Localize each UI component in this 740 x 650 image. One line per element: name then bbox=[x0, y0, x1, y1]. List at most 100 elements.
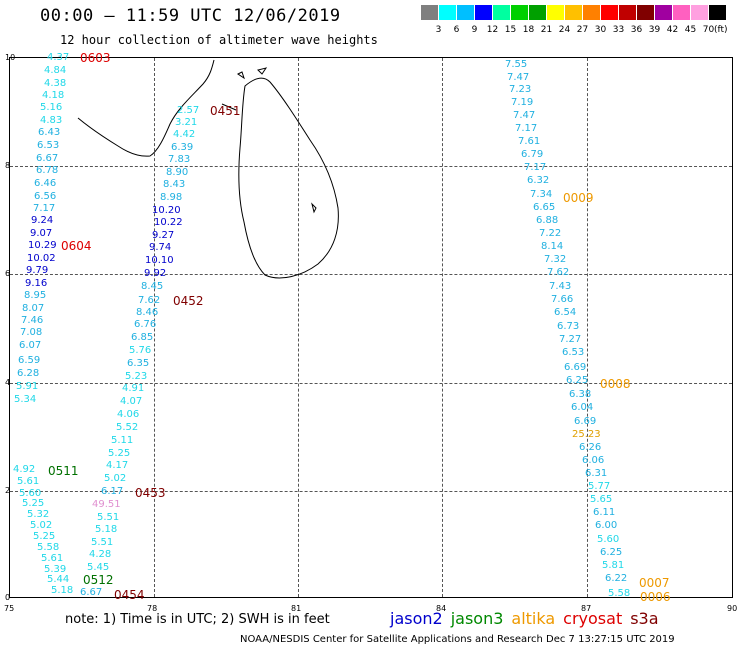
swh-value: 6.69 bbox=[574, 416, 597, 427]
swh-value: 5.18 bbox=[51, 585, 74, 596]
swh-value: 7.17 bbox=[33, 203, 56, 214]
swh-value: 6.38 bbox=[569, 389, 592, 400]
pass-time-label: 0452 bbox=[173, 294, 204, 308]
swh-value: 5.65 bbox=[590, 494, 613, 505]
swh-value: 6.59 bbox=[18, 355, 41, 366]
swh-value: 5.25 bbox=[22, 498, 45, 509]
swh-value: 6.53 bbox=[562, 347, 585, 358]
swh-value: 6.32 bbox=[527, 175, 550, 186]
swh-value: 5.51 bbox=[97, 512, 120, 523]
legend-entry-jason3: jason3 bbox=[450, 609, 504, 628]
swh-value: 4.42 bbox=[173, 129, 196, 140]
swh-value: 5.77 bbox=[588, 481, 611, 492]
swh-value: 10.22 bbox=[154, 217, 183, 228]
swh-value: 6.56 bbox=[34, 191, 57, 202]
y-tick-10: 10 bbox=[5, 53, 16, 62]
color-scale-label: 36 bbox=[630, 25, 643, 35]
swh-value: 5.58 bbox=[37, 542, 60, 553]
swh-value: 6.69 bbox=[564, 362, 587, 373]
swh-value: 5.51 bbox=[91, 537, 114, 548]
pass-time-label: 0453 bbox=[135, 486, 166, 500]
swh-value: 6.43 bbox=[38, 127, 61, 138]
color-scale-label: 12 bbox=[486, 25, 499, 35]
swh-value: 6.25 bbox=[600, 547, 623, 558]
swh-value: 6.39 bbox=[171, 142, 194, 153]
swh-value: 6.46 bbox=[34, 178, 57, 189]
color-swatch bbox=[709, 5, 726, 20]
swh-value: 6.53 bbox=[37, 140, 60, 151]
swh-value: 5.11 bbox=[111, 435, 134, 446]
swh-value: 7.47 bbox=[507, 72, 530, 83]
swh-value: 10.02 bbox=[27, 253, 56, 264]
swh-value: 9.24 bbox=[31, 215, 54, 226]
color-swatch bbox=[637, 5, 654, 20]
swh-value: 4.84 bbox=[44, 65, 67, 76]
swh-value: 5.16 bbox=[40, 102, 63, 113]
color-swatch bbox=[457, 5, 474, 20]
credit-footer: NOAA/NESDIS Center for Satellite Applica… bbox=[240, 634, 675, 645]
grid-line-lat-8 bbox=[10, 166, 732, 167]
color-swatch bbox=[529, 5, 546, 20]
color-scale-label: 6 bbox=[453, 25, 460, 35]
swh-value: 6.79 bbox=[521, 149, 544, 160]
swh-value: 7.62 bbox=[138, 295, 161, 306]
swh-value: 2.57 bbox=[177, 105, 200, 116]
grid-line-lon-87 bbox=[587, 58, 588, 597]
color-swatch bbox=[583, 5, 600, 20]
swh-value: 4.92 bbox=[13, 464, 36, 475]
swh-value: 25.23 bbox=[572, 429, 601, 440]
swh-value: 5.25 bbox=[108, 448, 131, 459]
y-tick-0: 0 bbox=[5, 593, 11, 602]
map-plot-area bbox=[9, 57, 733, 598]
swh-value: 6.88 bbox=[536, 215, 559, 226]
grid-line-lat-2 bbox=[10, 491, 732, 492]
swh-value: 6.65 bbox=[533, 202, 556, 213]
swh-value: 7.47 bbox=[513, 110, 536, 121]
swh-value: 5.23 bbox=[125, 371, 148, 382]
swh-value: 4.91 bbox=[122, 383, 145, 394]
swh-value: 6.25 bbox=[566, 375, 589, 386]
swh-value: 6.11 bbox=[593, 507, 616, 518]
swh-value: 4.83 bbox=[40, 115, 63, 126]
color-swatch bbox=[601, 5, 618, 20]
y-tick-6: 6 bbox=[5, 269, 11, 278]
swh-value: 5.39 bbox=[44, 564, 67, 575]
color-swatch bbox=[691, 5, 708, 20]
swh-value: 9.74 bbox=[149, 242, 172, 253]
swh-value: 9.07 bbox=[30, 228, 53, 239]
units-note: note: 1) Time is in UTC; 2) SWH is in fe… bbox=[65, 612, 330, 627]
swh-value: 8.43 bbox=[163, 179, 186, 190]
swh-value: 6.26 bbox=[579, 442, 602, 453]
x-tick-84: 84 bbox=[436, 604, 447, 613]
swh-value: 8.45 bbox=[141, 281, 164, 292]
swh-value: 5.02 bbox=[104, 473, 127, 484]
color-swatch bbox=[565, 5, 582, 20]
pass-time-label: 0511 bbox=[48, 464, 79, 478]
swh-value: 5.81 bbox=[602, 560, 625, 571]
swh-value: 6.00 bbox=[595, 520, 618, 531]
color-scale-label: 15 bbox=[504, 25, 517, 35]
swh-value: 4.17 bbox=[106, 460, 129, 471]
color-scale-unit: (ft) bbox=[714, 25, 728, 35]
swh-value: 7.55 bbox=[505, 59, 528, 70]
swh-value: 6.54 bbox=[554, 307, 577, 318]
x-tick-78: 78 bbox=[147, 604, 158, 613]
swh-value: 8.14 bbox=[541, 241, 564, 252]
swh-value: 6.76 bbox=[134, 319, 157, 330]
color-scale-label: 70 bbox=[702, 25, 715, 35]
swh-value: 5.44 bbox=[47, 574, 70, 585]
pass-time-label: 0007 bbox=[639, 576, 670, 590]
swh-value: 7.66 bbox=[551, 294, 574, 305]
swh-value: 6.04 bbox=[571, 402, 594, 413]
color-scale-label: 9 bbox=[471, 25, 478, 35]
color-swatch bbox=[619, 5, 636, 20]
y-tick-4: 4 bbox=[5, 378, 11, 387]
swh-value: 10.20 bbox=[152, 205, 181, 216]
swh-value: 9.92 bbox=[144, 268, 167, 279]
swh-value: 5.25 bbox=[33, 531, 56, 542]
pass-time-label: 0006 bbox=[640, 590, 671, 604]
color-swatch bbox=[511, 5, 528, 20]
swh-value: 10.10 bbox=[145, 255, 174, 266]
swh-value: 5.91 bbox=[16, 381, 39, 392]
